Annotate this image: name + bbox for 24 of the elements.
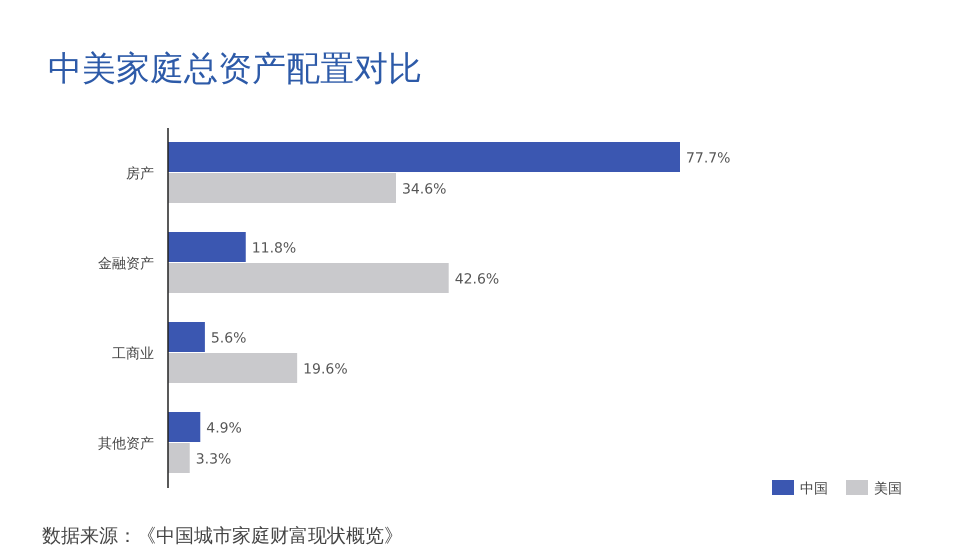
data-label: 34.6%	[402, 182, 446, 198]
data-label: 11.8%	[252, 240, 296, 256]
bar	[168, 443, 190, 473]
y-tick-label: 其他资产	[98, 436, 154, 452]
bar	[168, 322, 205, 352]
legend-label: 中国	[800, 481, 828, 497]
bar	[168, 232, 246, 262]
bar	[168, 412, 200, 442]
data-label: 77.7%	[686, 150, 730, 166]
bar	[168, 263, 449, 293]
data-label: 19.6%	[303, 362, 348, 378]
data-label: 4.9%	[206, 420, 242, 436]
bar	[168, 173, 396, 203]
bar	[168, 142, 680, 172]
bar	[168, 353, 298, 383]
y-tick-label: 工商业	[112, 346, 154, 362]
y-tick-label: 房产	[126, 166, 154, 182]
data-label: 3.3%	[196, 452, 232, 468]
source-note: 数据来源：《中国城市家庭财富现状概览》	[42, 525, 403, 547]
chart-title: 中美家庭总资产配置对比	[48, 49, 422, 89]
y-tick-label: 金融资产	[98, 256, 154, 272]
data-label: 5.6%	[210, 330, 246, 346]
data-label: 42.6%	[454, 272, 500, 288]
legend-label: 美国	[874, 481, 902, 497]
